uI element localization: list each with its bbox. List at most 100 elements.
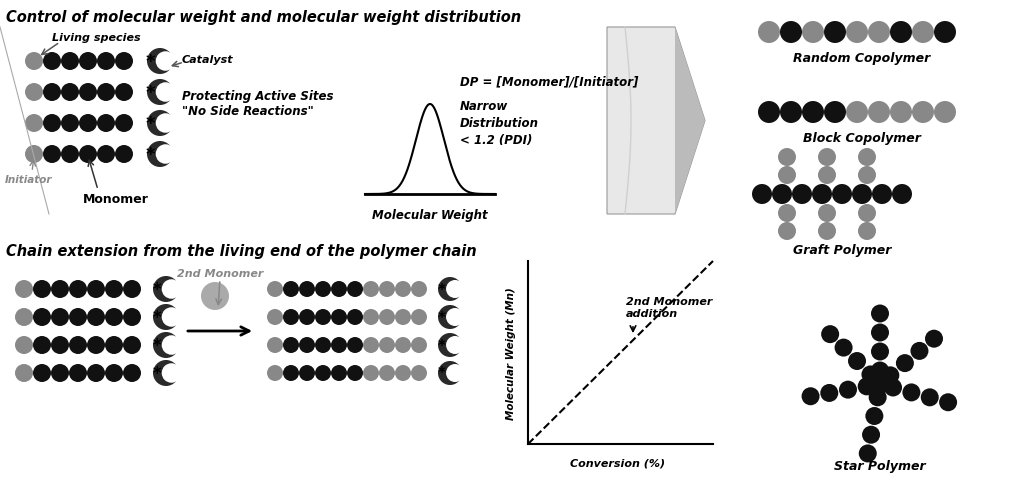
Circle shape <box>347 281 362 298</box>
Circle shape <box>758 22 780 44</box>
Circle shape <box>411 309 427 325</box>
Circle shape <box>79 53 97 71</box>
Circle shape <box>115 84 133 102</box>
Circle shape <box>446 336 464 354</box>
Circle shape <box>115 53 133 71</box>
Circle shape <box>123 364 141 382</box>
Circle shape <box>395 365 411 381</box>
Circle shape <box>362 365 379 381</box>
Text: *: * <box>153 336 162 354</box>
Circle shape <box>821 325 839 343</box>
Text: *: * <box>146 146 156 164</box>
Circle shape <box>153 304 179 330</box>
Circle shape <box>858 167 876 185</box>
Circle shape <box>115 115 133 133</box>
Circle shape <box>802 102 824 124</box>
Text: *: * <box>153 364 162 382</box>
Circle shape <box>871 305 889 323</box>
Text: Graft Polymer: Graft Polymer <box>793 243 891 256</box>
Text: *: * <box>438 338 446 353</box>
Circle shape <box>331 365 347 381</box>
Circle shape <box>153 360 179 386</box>
Circle shape <box>778 149 796 167</box>
Circle shape <box>79 84 97 102</box>
Circle shape <box>315 309 331 325</box>
Circle shape <box>61 146 79 164</box>
Circle shape <box>882 367 899 384</box>
Circle shape <box>267 281 283 298</box>
Circle shape <box>362 309 379 325</box>
Circle shape <box>299 337 315 353</box>
Circle shape <box>347 337 362 353</box>
Circle shape <box>25 84 43 102</box>
Text: Control of molecular weight and molecular weight distribution: Control of molecular weight and molecula… <box>6 10 521 25</box>
Circle shape <box>395 281 411 298</box>
Circle shape <box>162 336 181 355</box>
Circle shape <box>267 309 283 325</box>
Text: Catalyst: Catalyst <box>182 55 233 65</box>
Circle shape <box>934 102 956 124</box>
Circle shape <box>872 185 892 204</box>
Circle shape <box>812 185 831 204</box>
Circle shape <box>438 277 462 301</box>
Circle shape <box>315 365 331 381</box>
Circle shape <box>147 142 173 168</box>
Circle shape <box>890 102 912 124</box>
Text: *: * <box>438 282 446 297</box>
Circle shape <box>315 337 331 353</box>
Circle shape <box>912 102 934 124</box>
Circle shape <box>858 223 876 240</box>
Text: Protecting Active Sites
"No Side Reactions": Protecting Active Sites "No Side Reactio… <box>182 90 334 118</box>
Circle shape <box>33 280 51 299</box>
Text: 2nd Monomer
addition: 2nd Monomer addition <box>626 296 713 318</box>
Circle shape <box>868 102 890 124</box>
Circle shape <box>97 53 115 71</box>
Circle shape <box>33 336 51 354</box>
Circle shape <box>438 333 462 357</box>
Circle shape <box>395 309 411 325</box>
Circle shape <box>123 308 141 326</box>
Text: Initiator: Initiator <box>5 175 52 185</box>
Text: Molecular Weight (Mn): Molecular Weight (Mn) <box>506 287 516 419</box>
Circle shape <box>446 280 464 299</box>
Circle shape <box>156 83 175 103</box>
Circle shape <box>299 365 315 381</box>
Text: Block Copolymer: Block Copolymer <box>803 132 921 144</box>
Circle shape <box>115 146 133 164</box>
Circle shape <box>861 366 880 384</box>
Circle shape <box>858 149 876 167</box>
Circle shape <box>105 364 123 382</box>
Circle shape <box>97 84 115 102</box>
Circle shape <box>15 336 33 354</box>
Circle shape <box>153 276 179 302</box>
Circle shape <box>79 115 97 133</box>
Circle shape <box>778 167 796 185</box>
Circle shape <box>752 185 772 204</box>
Circle shape <box>15 280 33 299</box>
Circle shape <box>97 146 115 164</box>
Circle shape <box>153 332 179 358</box>
Circle shape <box>871 362 889 380</box>
Circle shape <box>87 280 105 299</box>
Circle shape <box>123 280 141 299</box>
Circle shape <box>792 185 812 204</box>
Circle shape <box>778 204 796 223</box>
Circle shape <box>105 280 123 299</box>
Circle shape <box>846 102 868 124</box>
Circle shape <box>299 281 315 298</box>
Circle shape <box>772 185 792 204</box>
Text: Living species: Living species <box>52 33 140 43</box>
Circle shape <box>315 281 331 298</box>
Circle shape <box>939 394 957 411</box>
Circle shape <box>846 22 868 44</box>
Circle shape <box>902 384 921 402</box>
Circle shape <box>162 363 181 383</box>
Circle shape <box>33 308 51 326</box>
Circle shape <box>267 365 283 381</box>
Circle shape <box>331 337 347 353</box>
Circle shape <box>839 381 857 399</box>
Circle shape <box>147 80 173 106</box>
Circle shape <box>25 115 43 133</box>
Circle shape <box>868 388 887 407</box>
Circle shape <box>824 22 846 44</box>
